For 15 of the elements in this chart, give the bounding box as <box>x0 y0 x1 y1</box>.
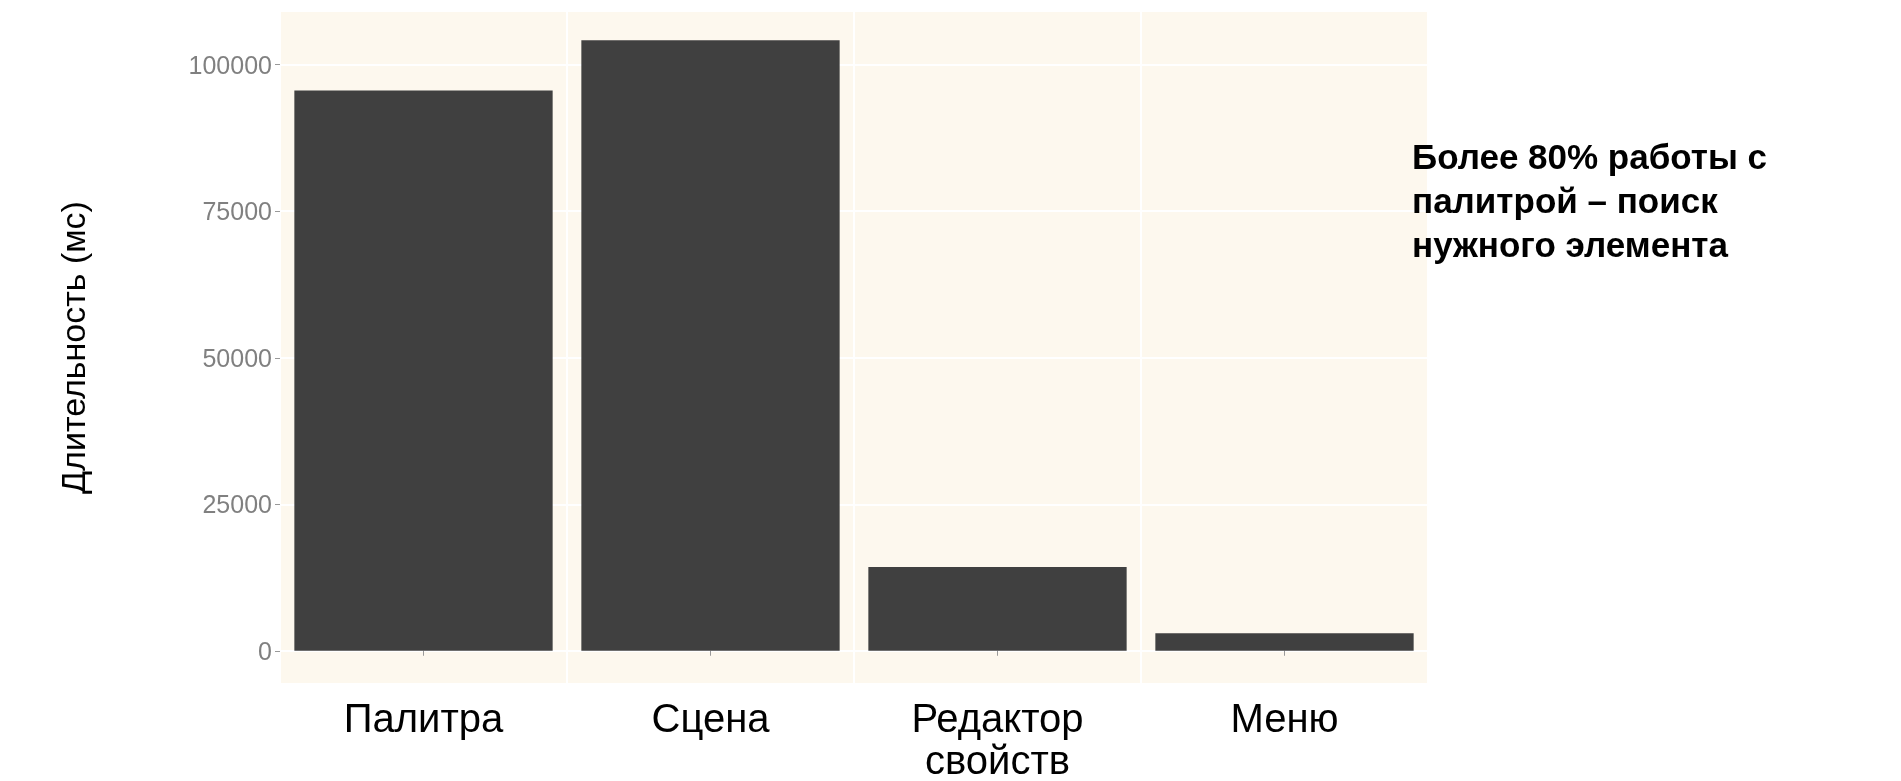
annotation: Более 80% работы с палитрой – поиск нужного элемента <box>1412 136 1769 266</box>
x-tick-label: Редактор свойств <box>911 696 1084 781</box>
y-tick-label: 25000 <box>202 490 272 519</box>
bar <box>581 40 840 651</box>
y-tick-label: 75000 <box>202 197 272 226</box>
y-tick-label: 50000 <box>202 343 272 372</box>
x-tick-label: Сцена <box>651 696 771 740</box>
x-tick-label: Палитра <box>343 696 504 740</box>
bar <box>294 90 553 651</box>
y-tick-label: 0 <box>258 636 272 665</box>
y-axis-title: Длительность (мс) <box>54 201 92 494</box>
bar <box>1155 633 1414 651</box>
x-tick-label: Меню <box>1230 696 1339 740</box>
bar <box>868 566 1127 651</box>
y-tick-label: 100000 <box>188 50 272 79</box>
